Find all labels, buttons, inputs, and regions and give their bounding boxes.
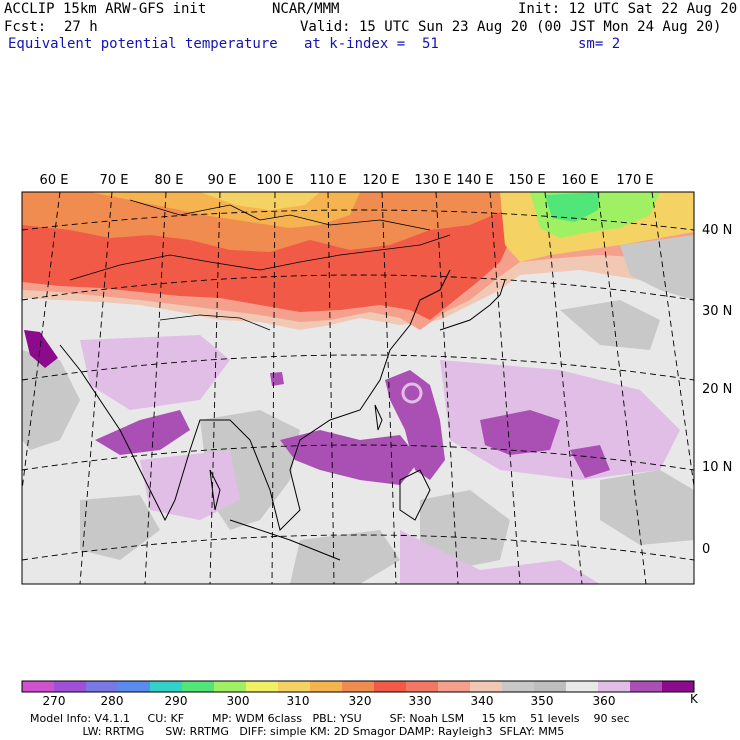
colorbar-swatch	[54, 681, 87, 692]
gray-pacific-2	[600, 470, 694, 545]
colorbar-swatch	[662, 681, 695, 692]
colorbar-tick: 300	[226, 694, 250, 708]
colorbar-swatch	[630, 681, 663, 692]
valid-time: Valid: 15 UTC Sun 23 Aug 20 (00 JST Mon …	[300, 19, 722, 35]
lat-label: 20 N	[702, 382, 732, 397]
map-field	[22, 192, 694, 584]
lat-label: 0	[702, 542, 710, 557]
colorbar-unit: K	[690, 692, 699, 706]
lightpurple-india	[80, 335, 230, 410]
colorbar-swatch	[598, 681, 631, 692]
lon-label: 120 E	[362, 173, 399, 188]
colorbar-frame	[21, 680, 695, 693]
region-ne-gray	[620, 235, 694, 300]
lon-label: 150 E	[508, 173, 545, 188]
colorbar-tick: 280	[100, 694, 124, 708]
colorbar-swatch	[438, 681, 471, 692]
colorbar-swatch	[470, 681, 503, 692]
colorbar-swatch	[246, 681, 279, 692]
colorbar-swatch	[406, 681, 439, 692]
region-ne-300k	[545, 192, 600, 222]
model-title: ACCLIP 15km ARW-GFS init	[4, 1, 207, 17]
colorbar-swatch	[214, 681, 247, 692]
coastlines	[59, 269, 506, 561]
lon-label: 130 E	[414, 173, 451, 188]
center-name: NCAR/MMM	[272, 1, 340, 17]
colorbar-tick: 290	[164, 694, 188, 708]
colorbar-tick: 320	[348, 694, 372, 708]
colorbar-swatch	[374, 681, 407, 692]
colorbar-tick: 340	[470, 694, 494, 708]
purple-scs	[280, 430, 420, 485]
init-time: Init: 12 UTC Sat 22 Aug 20	[518, 1, 738, 17]
gray-pacific-1	[560, 300, 660, 350]
colorbar-swatch	[502, 681, 535, 692]
colorbar-swatch	[118, 681, 151, 692]
gray-indian-ocean	[80, 495, 160, 560]
purple-india	[95, 410, 190, 455]
purple-pakistan	[24, 330, 58, 368]
colorbar-tick: 350	[530, 694, 554, 708]
lat-label: 30 N	[702, 304, 732, 319]
colorbar	[21, 680, 695, 693]
lon-label: 80 E	[155, 173, 184, 188]
purple-china	[270, 372, 284, 386]
colorbar-swatch	[86, 681, 119, 692]
colorbar-swatch	[342, 681, 375, 692]
colorbar-swatch	[534, 681, 567, 692]
forecast-hour: 27 h	[64, 19, 98, 35]
colorbar-swatch	[22, 681, 55, 692]
purple-pacific-1	[480, 410, 560, 455]
lightpurple-bay	[140, 450, 240, 520]
colorbar-tick: 330	[408, 694, 432, 708]
region-315k	[200, 192, 320, 210]
footer-model-info: Model Info: V4.1.1 CU: KF MP: WDM 6class…	[30, 712, 630, 725]
smoothing-info: sm= 2	[578, 36, 621, 52]
lon-label: 140 E	[456, 173, 493, 188]
map-frame	[21, 191, 695, 585]
lat-label: 10 N	[702, 460, 732, 475]
lon-label: 100 E	[256, 173, 293, 188]
colorbar-tick: 270	[42, 694, 66, 708]
colorbar-tick: 360	[592, 694, 616, 708]
colorbar-tick: 310	[286, 694, 310, 708]
lat-label: 40 N	[702, 223, 732, 238]
lon-label: 60 E	[40, 173, 69, 188]
typhoon-eye	[401, 382, 423, 404]
purple-pacific-2	[570, 445, 610, 478]
lon-label: 110 E	[309, 173, 346, 188]
level-info: at k-index = 51	[304, 36, 439, 52]
colorbar-swatch	[278, 681, 311, 692]
lon-label: 90 E	[208, 173, 237, 188]
colorbar-swatch	[310, 681, 343, 692]
graticule	[22, 192, 694, 584]
gray-philippines	[420, 490, 510, 570]
forecast-label: Fcst:	[4, 19, 47, 35]
lon-labels: 60 E 70 E 80 E 90 E 100 E 110 E 120 E 13…	[40, 173, 654, 188]
footer-physics-info: LW: RRTMG SW: RRTMG DIFF: simple KM: 2D …	[30, 725, 565, 738]
colorbar-swatch	[566, 681, 599, 692]
lon-label: 70 E	[100, 173, 129, 188]
colorbar-swatch	[182, 681, 215, 692]
lightpurple-south	[400, 530, 600, 584]
lon-label: 170 E	[616, 173, 653, 188]
lat-labels: 40 N 30 N 20 N 10 N 0	[702, 223, 732, 557]
colorbar-swatch	[150, 681, 183, 692]
purple-typhoon	[385, 370, 445, 480]
field-name: Equivalent potential temperature	[8, 36, 278, 52]
lon-label: 160 E	[561, 173, 598, 188]
gray-indonesia	[290, 530, 400, 584]
